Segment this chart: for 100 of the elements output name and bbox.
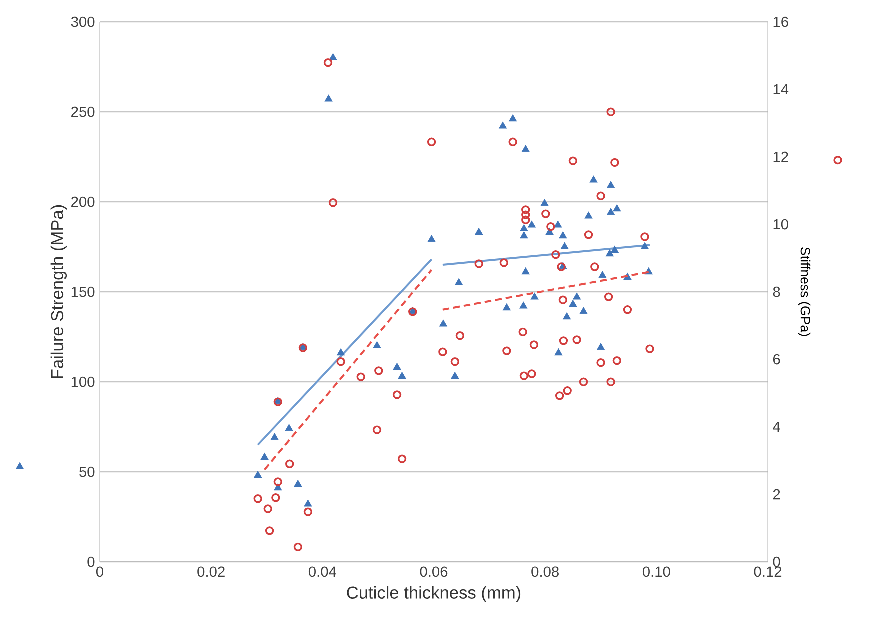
point [563, 386, 572, 396]
point [522, 216, 530, 224]
point [598, 271, 607, 278]
x-tick-label: 0.12 [754, 566, 782, 578]
point [520, 224, 528, 232]
point [528, 370, 536, 378]
y2-tick-label: 0 [773, 556, 780, 568]
point [304, 500, 312, 507]
point [270, 433, 279, 440]
point [590, 262, 600, 272]
point [623, 306, 632, 314]
point [555, 392, 564, 400]
point [520, 232, 528, 239]
x-tick-label: 0.06 [420, 566, 448, 578]
y-tick-label: 100 [72, 376, 95, 388]
point [646, 344, 654, 354]
x-tick-label: 0 [96, 566, 104, 578]
point [373, 341, 382, 348]
point [552, 250, 560, 260]
point [520, 302, 528, 309]
point [356, 372, 366, 382]
point [438, 348, 448, 356]
point [522, 145, 530, 152]
point [398, 372, 406, 380]
point [579, 378, 588, 386]
point [499, 122, 507, 129]
point [554, 220, 562, 228]
point [607, 181, 615, 188]
point [427, 138, 436, 146]
point [328, 198, 338, 208]
point [573, 292, 582, 300]
point [440, 320, 448, 327]
point [264, 504, 272, 514]
y2-tick-label: 16 [774, 16, 788, 28]
point [272, 494, 280, 502]
y-tick-label: 200 [72, 196, 95, 208]
x-tick-label: 0.10 [642, 566, 670, 578]
y2-tick-label: 10 [774, 219, 788, 230]
point [508, 138, 518, 146]
point [265, 526, 274, 536]
point [398, 454, 407, 464]
point [596, 358, 606, 368]
point [285, 424, 294, 432]
point [522, 268, 530, 275]
point [568, 156, 578, 166]
point [500, 258, 508, 268]
point [522, 206, 530, 214]
y2-tick-label: 6 [773, 354, 780, 365]
point [294, 480, 302, 487]
y-tick-label: 150 [72, 286, 95, 298]
point [509, 114, 518, 122]
x-tick-label: 0.02 [198, 566, 225, 578]
point [554, 348, 563, 356]
point [530, 340, 539, 350]
point [559, 232, 568, 239]
y2-tick-label: 2 [773, 489, 780, 500]
point [641, 242, 649, 250]
y-tick-label: 250 [72, 106, 95, 118]
y2-tick-label: 14 [774, 84, 789, 95]
point [285, 460, 294, 468]
point [502, 346, 512, 356]
point [254, 471, 262, 478]
point [502, 304, 511, 311]
point [450, 358, 460, 366]
point [530, 292, 539, 300]
point [337, 348, 346, 356]
point [324, 94, 333, 102]
point [584, 212, 593, 219]
point [610, 158, 620, 168]
point [324, 58, 333, 68]
point [546, 222, 556, 232]
point [542, 210, 550, 218]
point [606, 378, 616, 386]
point [607, 208, 615, 216]
point [428, 235, 436, 242]
x-tick-label: 0.08 [532, 566, 559, 578]
y2-tick-label: 8 [773, 286, 780, 298]
point [558, 296, 568, 304]
y-tick-label: 0 [88, 556, 95, 568]
point [455, 278, 464, 286]
x-tick-label: 0.04 [308, 566, 336, 578]
point [294, 542, 303, 552]
point [612, 356, 622, 366]
point [254, 494, 262, 504]
point [572, 336, 582, 344]
point [474, 260, 484, 268]
point [304, 508, 313, 516]
point [393, 363, 402, 370]
point [596, 192, 606, 200]
y2-tick-label: 12 [774, 152, 788, 162]
point [329, 53, 338, 60]
point [274, 478, 282, 486]
point [559, 336, 568, 346]
point [613, 204, 622, 212]
point [560, 242, 569, 250]
point [597, 343, 605, 350]
point [336, 358, 346, 366]
y-axis-title: Failure Strength (MPa) [50, 205, 67, 378]
point [584, 230, 594, 240]
point [528, 220, 536, 228]
